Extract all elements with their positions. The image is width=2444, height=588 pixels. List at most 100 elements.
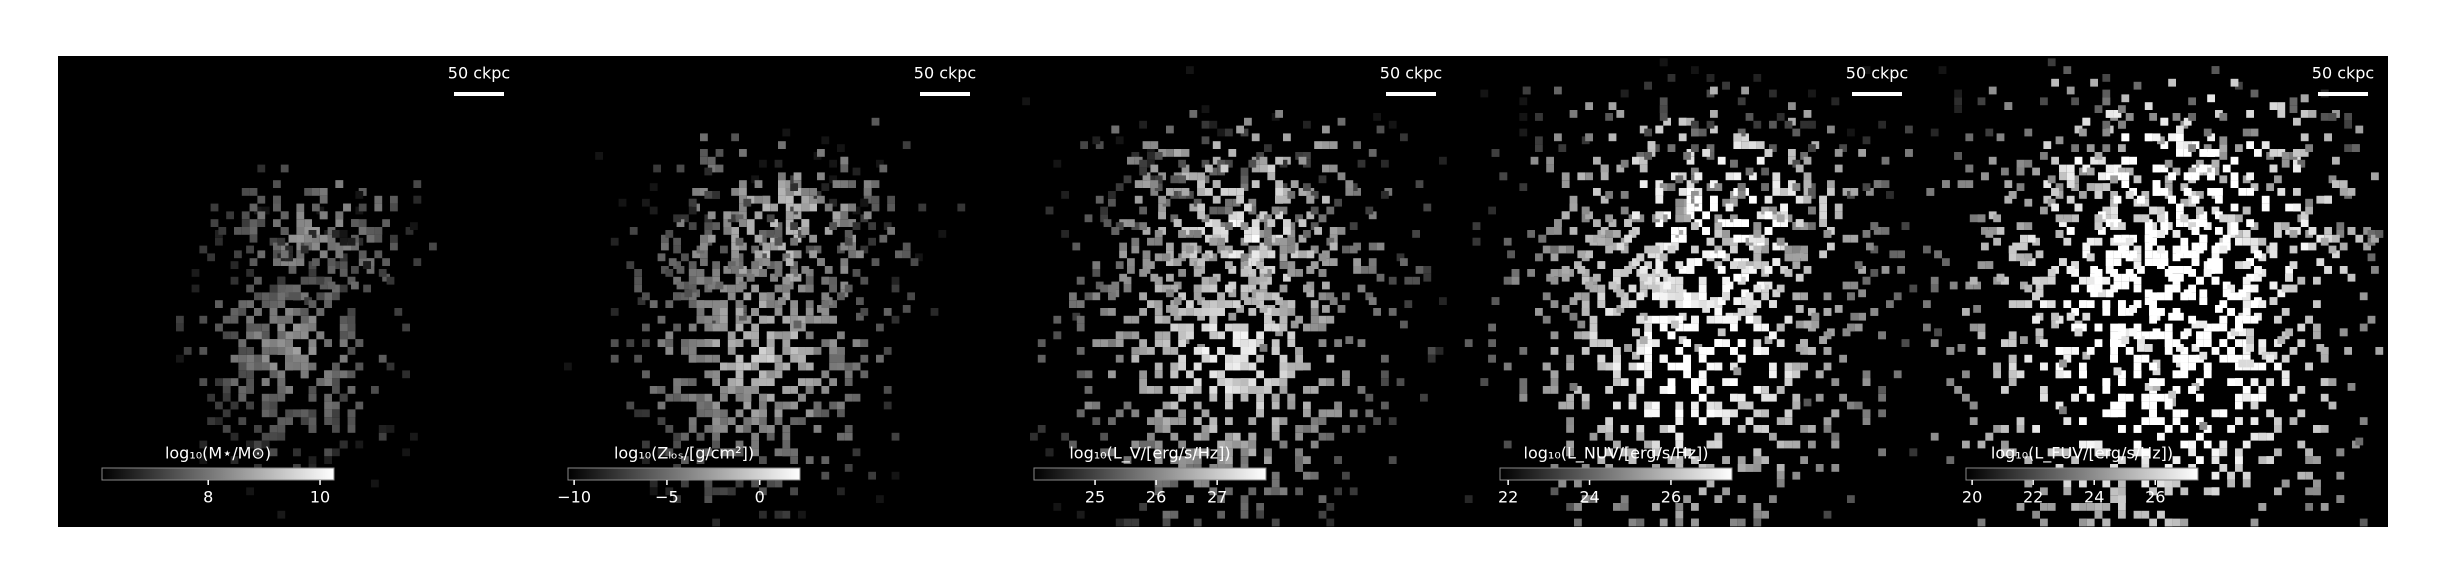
- pixel: [1349, 487, 1358, 496]
- pixel: [1717, 250, 1726, 259]
- pixel: [837, 331, 845, 340]
- pixel: [1388, 417, 1397, 425]
- pixel: [829, 401, 837, 410]
- pixel: [2040, 393, 2048, 402]
- pixel: [1659, 292, 1668, 301]
- pixel: [1788, 149, 1796, 157]
- pixel: [2274, 425, 2282, 433]
- pixel: [2242, 354, 2251, 363]
- pixel: [2199, 149, 2208, 157]
- pixel: [1162, 315, 1171, 324]
- pixel: [2266, 432, 2274, 441]
- pixel: [2242, 206, 2251, 215]
- pixel: [1772, 211, 1781, 220]
- pixel: [2102, 503, 2111, 511]
- pixel: [681, 393, 689, 402]
- pixel: [1154, 284, 1163, 293]
- pixel: [712, 409, 720, 418]
- pixel: [1154, 448, 1163, 457]
- pixel: [2040, 362, 2048, 371]
- pixel: [293, 354, 301, 363]
- pixel: [2281, 354, 2290, 363]
- pixel: [1080, 141, 1088, 149]
- pixel: [1205, 164, 1213, 173]
- pixel: [1753, 464, 1762, 472]
- pixel: [860, 276, 869, 285]
- pixel: [2110, 191, 2118, 199]
- pixel: [1295, 464, 1303, 472]
- pixel: [1722, 276, 1730, 285]
- pixel: [1683, 354, 1691, 363]
- pixel: [868, 471, 876, 480]
- pixel: [335, 180, 344, 188]
- pixel: [374, 203, 383, 212]
- pixel: [902, 141, 911, 149]
- pixel: [879, 234, 888, 243]
- pixel: [1353, 242, 1361, 251]
- pixel: [1636, 378, 1645, 386]
- pixel: [1147, 237, 1155, 246]
- pixel: [347, 315, 356, 324]
- pixel: [269, 292, 278, 301]
- pixel: [1236, 305, 1244, 313]
- pixel: [895, 250, 903, 259]
- pixel: [355, 237, 364, 246]
- pixel: [1217, 292, 1225, 301]
- pixel: [1205, 234, 1213, 243]
- pixel: [1753, 74, 1762, 82]
- pixel: [1761, 393, 1769, 402]
- pixel: [1271, 308, 1280, 316]
- pixel: [339, 393, 348, 402]
- pixel: [1862, 378, 1871, 386]
- pixel: [1053, 315, 1062, 324]
- pixel: [2144, 289, 2153, 298]
- pixel: [1127, 156, 1135, 165]
- pixel: [754, 180, 763, 188]
- pixel: [1714, 401, 1723, 410]
- pixel: [1784, 409, 1793, 418]
- pixel: [2118, 323, 2126, 332]
- pixel: [2211, 66, 2220, 74]
- pixel: [821, 315, 830, 324]
- pixel: [688, 269, 697, 277]
- pixel: [1248, 432, 1257, 441]
- pixel: [1706, 362, 1715, 371]
- pixel: [1108, 448, 1116, 457]
- pixel: [1800, 245, 1808, 254]
- pixel: [1259, 281, 1268, 290]
- pixel: [2035, 281, 2044, 290]
- pixel: [2250, 417, 2259, 425]
- pixel: [2316, 234, 2325, 243]
- pixel: [2297, 159, 2306, 168]
- pixel: [1753, 230, 1762, 238]
- pixel: [1714, 495, 1723, 503]
- pixel: [1154, 440, 1163, 449]
- pixel: [657, 417, 666, 425]
- pixel: [1217, 495, 1225, 503]
- pixel: [1823, 308, 1832, 316]
- pixel: [1076, 510, 1085, 519]
- pixel: [285, 347, 293, 355]
- pixel: [2086, 253, 2095, 262]
- pixel: [1823, 292, 1832, 301]
- pixel: [1193, 456, 1202, 464]
- pixel: [1667, 292, 1676, 301]
- pixel: [2071, 503, 2079, 511]
- pixel: [2133, 276, 2142, 285]
- pixel: [2001, 386, 2009, 394]
- pixel: [2332, 180, 2340, 188]
- pixel: [1803, 156, 1812, 165]
- pixel: [1753, 245, 1762, 254]
- pixel: [1722, 81, 1730, 90]
- pixel: [1659, 354, 1668, 363]
- pixel: [1279, 183, 1288, 191]
- pixel: [1628, 518, 1637, 527]
- pixel: [1193, 401, 1202, 410]
- pixel: [2215, 258, 2223, 266]
- pixel: [1147, 261, 1155, 269]
- pixel: [1275, 297, 1283, 305]
- pixel: [1776, 214, 1785, 223]
- pixel: [2230, 203, 2239, 212]
- pixel: [813, 378, 822, 386]
- pixel: [2261, 195, 2270, 204]
